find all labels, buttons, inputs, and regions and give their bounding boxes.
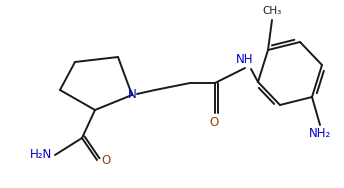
Text: NH: NH	[236, 53, 254, 66]
Text: H₂N: H₂N	[30, 149, 52, 161]
Text: NH₂: NH₂	[309, 127, 331, 140]
Text: CH₃: CH₃	[262, 6, 282, 16]
Text: N: N	[128, 89, 136, 102]
Text: O: O	[101, 155, 110, 168]
Text: O: O	[209, 116, 219, 129]
